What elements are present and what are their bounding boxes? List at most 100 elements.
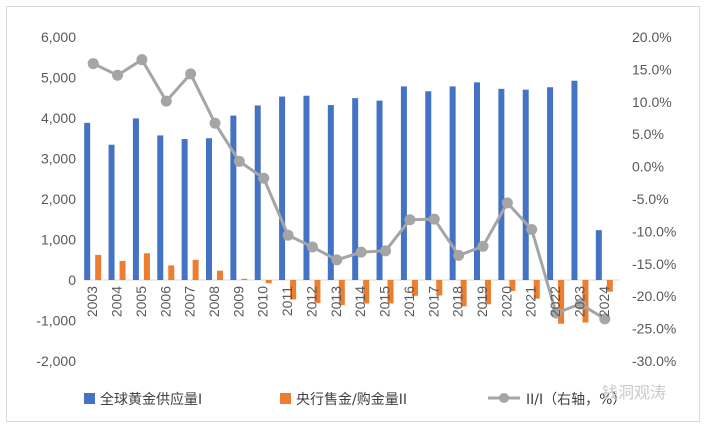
supply-bar — [279, 96, 286, 280]
central-bank-bar — [314, 280, 321, 304]
central-bank-bar — [217, 270, 223, 280]
x-axis-tick-label: 2019 — [474, 286, 490, 317]
legend-swatch-central-bank — [280, 393, 291, 404]
x-axis-tick-label: 2009 — [230, 286, 246, 317]
ratio-point — [453, 249, 465, 261]
ratio-point — [258, 172, 270, 184]
ratio-point — [160, 95, 172, 107]
central-bank-bar — [485, 280, 491, 305]
right-axis-tick-label: -30.0% — [632, 353, 676, 369]
supply-bar — [474, 82, 480, 280]
x-axis-tick-label: 2024 — [596, 286, 612, 317]
central-bank-bar — [363, 280, 370, 304]
right-axis-tick-label: 20.0% — [632, 29, 672, 45]
x-axis-tick-label: 2018 — [450, 286, 466, 317]
right-axis-tick-label: -25.0% — [632, 321, 676, 337]
x-axis-tick-label: 2003 — [84, 286, 100, 317]
right-axis-tick-label: 0.0% — [632, 159, 664, 175]
supply-bar — [376, 100, 383, 281]
ratio-point — [428, 213, 440, 225]
supply-bar — [522, 89, 529, 281]
left-axis: -2,000 -1,000 0 1,000 2,000 3,000 4,000 5,000 6,… — [36, 29, 76, 369]
left-axis-tick-label: -2,000 — [36, 353, 76, 369]
x-axis-tick-label: 2011 — [279, 286, 295, 316]
supply-bars — [84, 80, 602, 281]
right-axis-tick-label: -5.0% — [632, 191, 669, 207]
right-axis: -30.0% -25.0% -20.0% -15.0% -10.0% -5.0% 0.0% 5… — [632, 29, 676, 369]
ratio-point — [526, 223, 538, 235]
x-axis-tick-label: 2010 — [255, 286, 271, 317]
supply-bar — [571, 80, 578, 281]
x-axis-tick-label: 2023 — [571, 286, 587, 317]
x-axis-tick-label: 2015 — [377, 286, 393, 317]
x-axis-tick-label: 2004 — [109, 286, 125, 317]
supply-bar — [400, 86, 407, 280]
ratio-point — [574, 298, 586, 310]
x-axis-tick-label: 2021 — [523, 286, 539, 317]
central-bank-bar — [192, 259, 199, 280]
left-axis-tick-label: -1,000 — [36, 313, 76, 329]
central-bank-bar — [338, 280, 345, 306]
left-axis-tick-label: 4,000 — [41, 110, 76, 126]
ratio-point — [209, 117, 221, 129]
left-axis-tick-label: 5,000 — [41, 70, 76, 86]
central-bank-bar — [143, 253, 150, 280]
ratio-point — [136, 54, 148, 66]
ratio-line — [92, 58, 606, 321]
legend-label-ratio: II/I（右轴，%） — [526, 392, 626, 408]
ratio-point — [331, 254, 343, 266]
left-axis-tick-label: 6,000 — [41, 29, 76, 45]
left-axis-tick-label: 2,000 — [41, 191, 76, 207]
central-bank-bar — [533, 280, 540, 299]
ratio-point — [355, 246, 367, 258]
central-bank-bar — [606, 280, 613, 292]
ratio-point — [112, 69, 124, 81]
ratio-point — [599, 313, 611, 325]
x-axis-tick-label: 2006 — [157, 286, 173, 317]
supply-bar — [327, 105, 334, 280]
central-bank-bar — [387, 280, 394, 304]
ratio-point — [233, 155, 245, 167]
central-bank-bar — [290, 280, 297, 300]
ratio-point — [87, 58, 99, 70]
supply-bar — [425, 91, 432, 281]
ratio-point — [306, 241, 318, 253]
supply-bar — [206, 138, 212, 280]
left-axis-tick-label: 0 — [68, 272, 76, 288]
x-axis-tick-label: 2016 — [401, 286, 417, 317]
x-axis-tick-label: 2007 — [182, 286, 198, 317]
supply-bar — [498, 88, 505, 280]
supply-bar — [132, 118, 139, 280]
supply-bar — [181, 139, 188, 280]
ratio-point — [477, 240, 489, 252]
x-axis-tick-label: 2013 — [328, 286, 344, 317]
x-axis-tick-label: 2020 — [498, 286, 514, 317]
central-bank-bar — [168, 265, 175, 280]
x-axis-tick-label: 2012 — [303, 286, 319, 317]
central-bank-bar — [119, 260, 126, 280]
legend: 全球黄金供应量I 央行售金/购金量II II/I（右轴，%） — [84, 391, 626, 408]
right-axis-tick-label: -20.0% — [632, 288, 676, 304]
ratio-point — [550, 307, 562, 319]
ratio-point — [380, 245, 392, 257]
supply-bar — [108, 144, 115, 280]
central-bank-bar — [241, 278, 248, 280]
x-axis-tick-label: 2008 — [206, 286, 222, 317]
central-bank-bar — [265, 280, 272, 284]
central-bank-bar — [558, 280, 565, 324]
supply-bar — [449, 86, 456, 280]
x-axis-tick-label: 2005 — [133, 286, 149, 317]
supply-bar — [595, 230, 602, 280]
central-bank-bar — [411, 280, 418, 296]
watermark-text: 钱洞观涛 — [602, 383, 666, 402]
right-axis-tick-label: 10.0% — [632, 94, 672, 110]
x-axis-tick-label: 2014 — [352, 286, 368, 317]
right-axis-tick-label: -15.0% — [632, 256, 676, 272]
ratio-point — [501, 197, 513, 209]
legend-label-central-bank: 央行售金/购金量II — [296, 392, 407, 408]
central-bank-bar — [509, 280, 516, 291]
central-bank-bar — [460, 280, 467, 307]
central-bank-bar — [436, 280, 443, 296]
legend-swatch-supply — [84, 393, 95, 404]
x-axis-labels: 2003 2004 2005 2006 2007 2008 2009 2010 2011 2012… — [84, 286, 612, 317]
